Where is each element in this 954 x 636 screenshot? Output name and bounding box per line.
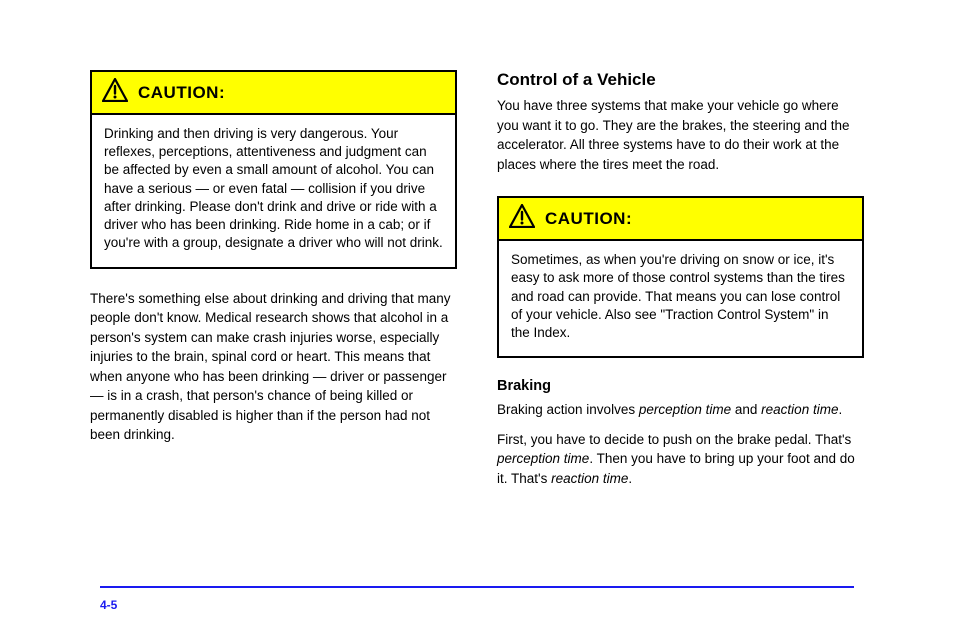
right-column: Control of a Vehicle You have three syst…	[497, 70, 864, 499]
caution-title-right: CAUTION:	[545, 209, 632, 229]
left-paragraph: There's something else about drinking an…	[90, 289, 457, 446]
caution-box-right: CAUTION: Sometimes, as when you're drivi…	[497, 196, 864, 358]
left-body-text: There's something else about drinking an…	[90, 289, 457, 446]
section-heading: Control of a Vehicle	[497, 70, 864, 90]
manual-page: CAUTION: Drinking and then driving is ve…	[0, 0, 954, 499]
caution-box-left: CAUTION: Drinking and then driving is ve…	[90, 70, 457, 269]
caution-body-right: Sometimes, as when you're driving on sno…	[499, 241, 862, 356]
braking-p2: First, you have to decide to push on the…	[497, 430, 864, 489]
left-column: CAUTION: Drinking and then driving is ve…	[90, 70, 457, 499]
braking-subhead: Braking	[497, 378, 864, 394]
right-intro: You have three systems that make your ve…	[497, 96, 864, 174]
footer-rule	[100, 586, 854, 588]
warning-triangle-icon	[102, 78, 128, 107]
warning-triangle-icon	[509, 204, 535, 233]
right-intro-text: You have three systems that make your ve…	[497, 96, 864, 174]
page-number: 4-5	[100, 598, 117, 612]
braking-p1: Braking action involves perception time …	[497, 400, 864, 420]
caution-title-left: CAUTION:	[138, 83, 225, 103]
braking-text: Braking action involves perception time …	[497, 400, 864, 488]
caution-header-right: CAUTION:	[499, 198, 862, 241]
caution-header-left: CAUTION:	[92, 72, 455, 115]
caution-body-left: Drinking and then driving is very danger…	[92, 115, 455, 267]
